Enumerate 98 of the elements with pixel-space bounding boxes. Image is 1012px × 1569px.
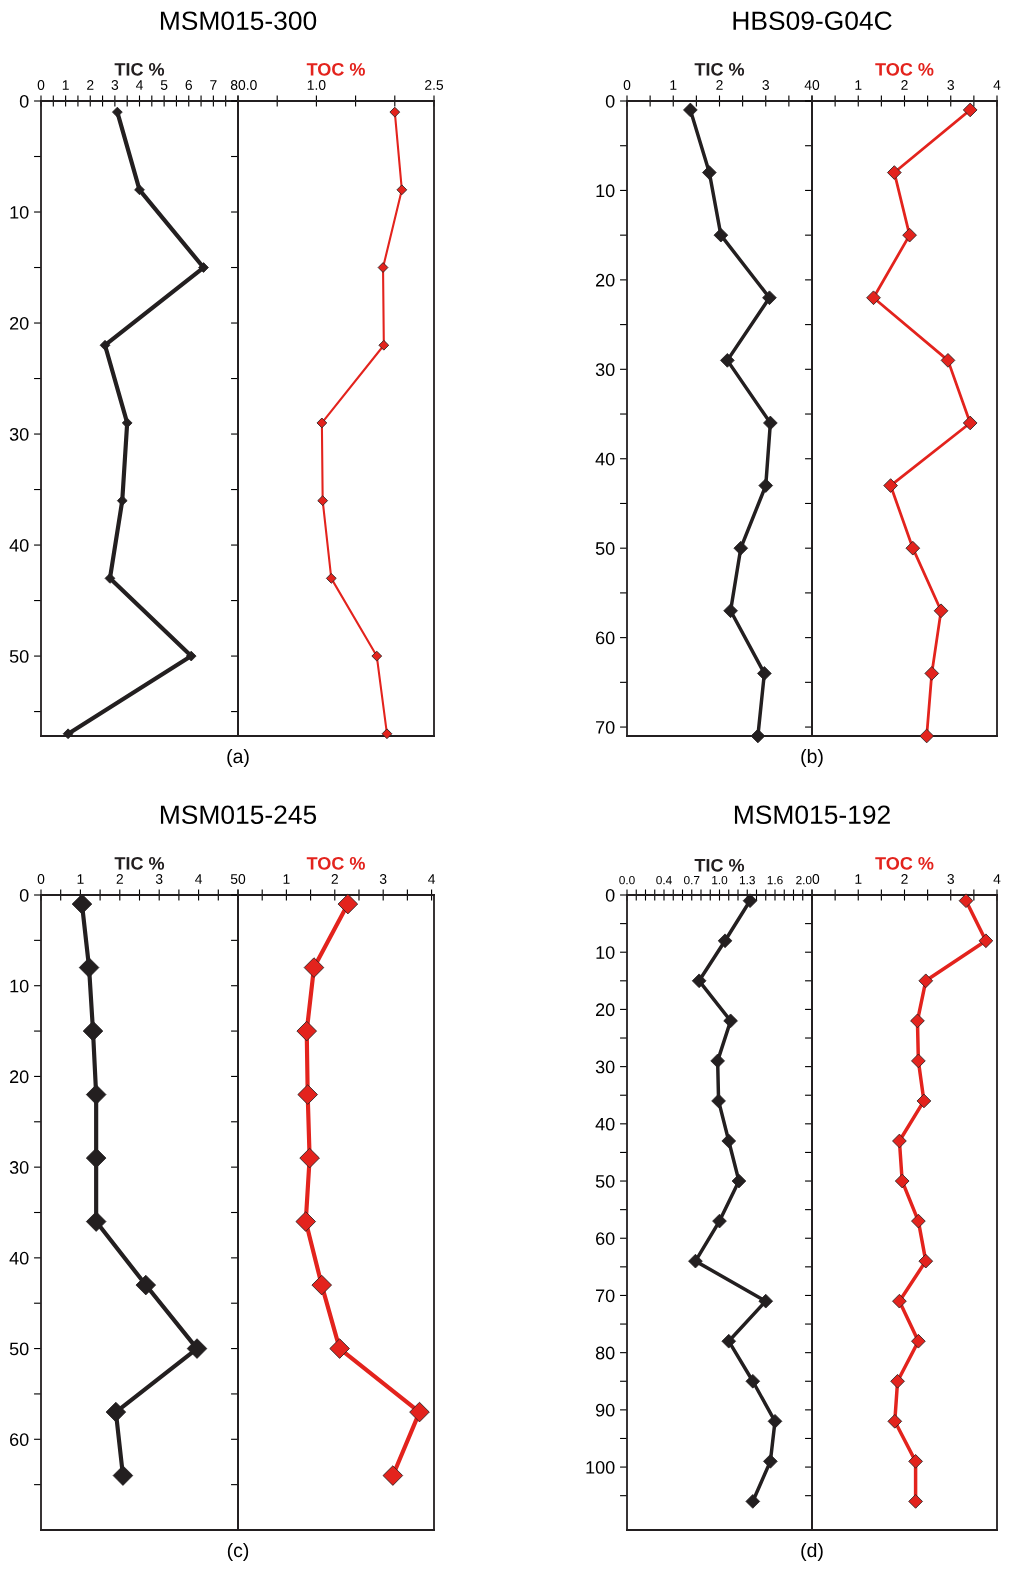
x-tick-label: 4 (993, 874, 1001, 884)
chart-title: HBS09-G04C (733, 11, 892, 31)
x-tick-label: 1 (283, 874, 290, 884)
x-tick-label: 4 (195, 874, 203, 884)
x-tick-label: 0 (238, 874, 246, 884)
x-axis-title: TIC % (694, 62, 745, 76)
x-tick-label: 0 (37, 80, 45, 90)
x-axis-title: TOC % (306, 856, 365, 870)
x-tick-label: 4 (428, 874, 436, 884)
point (299, 1147, 320, 1169)
x-tick-label: 3 (111, 80, 119, 90)
x-tick-label: 2 (87, 80, 94, 90)
x-tick-label: 3 (947, 80, 954, 90)
x-tick-label: 5 (160, 80, 168, 90)
text: (d) (801, 1542, 823, 1562)
y-tick-label: 70 (596, 720, 615, 734)
x-tick-label: 0 (812, 874, 820, 884)
x-tick-label: 0 (623, 80, 631, 90)
x-tick-label: 1 (77, 874, 84, 884)
y-tick-label: 40 (9, 1251, 29, 1265)
x-tick-label: 1 (855, 80, 862, 90)
y-tick-label: 10 (596, 184, 615, 198)
x-axis-title: TIC % (114, 856, 165, 870)
y-tick-label: 50 (595, 1174, 615, 1188)
y-tick-label: 20 (596, 273, 615, 287)
x-tick-label: 3 (947, 874, 954, 884)
y-tick-label: 80 (595, 1346, 615, 1360)
x-tick-label: 0 (812, 80, 820, 90)
point (303, 957, 325, 978)
x-axis-title: TIC % (114, 62, 165, 76)
x-tick-label: 2.0 (796, 875, 812, 885)
x-tick-label: 3 (379, 874, 387, 884)
y-tick-label: 40 (9, 538, 29, 552)
y-tick-label: 0 (605, 94, 615, 108)
x-tick-label: 1.3 (739, 875, 755, 885)
x-tick-label: 0 (37, 874, 45, 884)
text: (b) (801, 748, 823, 768)
x-tick-label: 2 (116, 874, 123, 884)
x-tick-label: 2.5 (425, 80, 444, 90)
x-tick-label: 1.0 (307, 80, 326, 90)
x-tick-label: 4 (993, 80, 1001, 90)
chart-title: MSM015-245 (160, 805, 317, 825)
x-axis-title: TOC % (875, 62, 934, 76)
y-tick-label: 0 (605, 888, 615, 902)
y-tick-label: 50 (9, 1342, 29, 1356)
y-tick-label: 30 (595, 1060, 615, 1074)
y-tick-label: 20 (596, 1003, 615, 1017)
x-tick-label: 0.4 (656, 875, 672, 885)
y-tick-label: 0 (19, 888, 29, 902)
x-tick-label: 1 (62, 80, 69, 90)
y-tick-label: 60 (10, 1433, 29, 1447)
x-tick-label: 1 (670, 80, 677, 90)
x-tick-label: 1.6 (767, 875, 783, 885)
y-tick-label: 60 (596, 631, 615, 645)
y-tick-label: 100 (586, 1461, 615, 1474)
chart-title: MSM015-300 (160, 11, 317, 31)
chart-title: MSM015-192 (734, 805, 890, 825)
y-tick-label: 0 (19, 94, 29, 108)
point (382, 1465, 404, 1486)
x-tick-label: 3 (155, 874, 163, 884)
y-tick-label: 70 (596, 1289, 615, 1303)
text: (a) (227, 748, 249, 768)
x-tick-label: 1 (855, 874, 862, 884)
x-tick-label: 0.0 (238, 80, 257, 90)
x-tick-label: 0.7 (684, 875, 700, 885)
x-tick-label: 7 (210, 80, 217, 90)
x-axis-title: TIC % (694, 858, 745, 872)
x-axis-title: TOC % (306, 62, 365, 76)
x-tick-label: 6 (185, 80, 192, 90)
y-tick-label: 20 (10, 316, 29, 330)
x-tick-label: 5 (230, 874, 238, 884)
y-tick-label: 10 (596, 946, 615, 959)
x-axis-title: TOC % (875, 856, 934, 870)
x-tick-label: 4 (135, 80, 143, 90)
point (295, 1211, 316, 1232)
y-tick-label: 10 (10, 205, 29, 219)
point (296, 1020, 317, 1042)
y-tick-label: 30 (9, 427, 29, 441)
y-tick-label: 30 (595, 363, 615, 377)
x-tick-label: 2 (901, 874, 908, 884)
x-tick-label: 2 (716, 80, 723, 90)
text: (c) (227, 1542, 249, 1562)
y-tick-label: 60 (596, 1232, 615, 1245)
x-tick-label: 2 (331, 874, 338, 884)
y-tick-label: 30 (9, 1161, 29, 1174)
x-tick-label: 2 (901, 80, 908, 90)
y-tick-label: 40 (595, 452, 615, 466)
y-tick-label: 90 (595, 1403, 615, 1417)
x-tick-label: 8 (230, 80, 238, 90)
y-tick-label: 10 (10, 979, 29, 993)
x-tick-label: 3 (762, 80, 769, 90)
y-tick-label: 50 (595, 542, 615, 555)
x-tick-label: 4 (804, 80, 812, 90)
y-tick-label: 20 (10, 1070, 29, 1084)
x-tick-label: 1.0 (712, 875, 728, 885)
x-tick-label: 0.0 (619, 875, 635, 885)
y-tick-label: 40 (595, 1117, 615, 1131)
y-tick-label: 50 (9, 650, 29, 663)
